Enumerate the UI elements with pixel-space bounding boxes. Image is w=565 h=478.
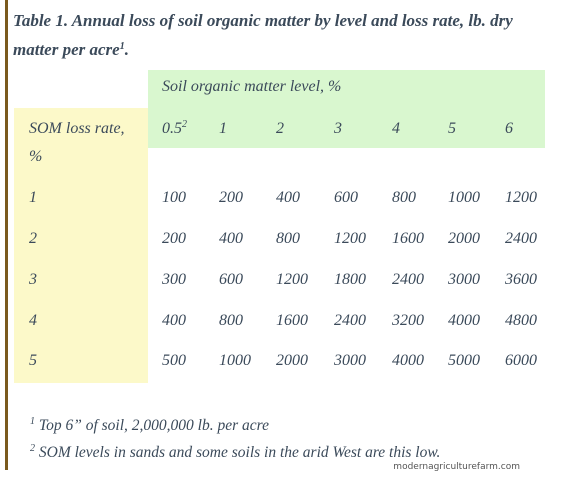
column-header-band [148, 70, 545, 148]
table-cell: 4000 [392, 352, 424, 369]
table-cell: 2400 [392, 271, 424, 288]
level-header-7: 6 [505, 120, 513, 137]
table-cell: 3000 [334, 352, 366, 369]
table-cell: 500 [162, 352, 186, 369]
row-label-1: 1 [29, 189, 37, 206]
level-header-6: 5 [448, 120, 456, 137]
level-header-4: 3 [334, 120, 342, 137]
table-cell: 1200 [505, 189, 537, 206]
table-cell: 4800 [505, 312, 537, 329]
table-cell: 5000 [448, 352, 480, 369]
table-cell: 6000 [505, 352, 537, 369]
table-cell: 4000 [448, 312, 480, 329]
row-label-4: 4 [29, 312, 37, 329]
row-header-band [14, 108, 148, 383]
table-cell: 800 [219, 312, 243, 329]
table-cell: 1600 [276, 312, 308, 329]
row-label-2: 2 [29, 230, 37, 247]
watermark: modernagriculturefarm.com [393, 462, 520, 472]
table-cell: 2000 [448, 230, 480, 247]
level-header-5: 4 [392, 120, 400, 137]
table-cell: 400 [276, 189, 300, 206]
group-header: Soil organic matter level, % [162, 78, 342, 95]
table-cell: 1000 [219, 352, 251, 369]
table-cell: 2400 [334, 312, 366, 329]
table-cell: 1800 [334, 271, 366, 288]
table-cell: 800 [392, 189, 416, 206]
table-title: Table 1. Annual loss of soil organic mat… [13, 11, 513, 59]
table-cell: 3000 [448, 271, 480, 288]
footnote-2: 2 SOM levels in sands and some soils in … [30, 443, 441, 462]
table-cell: 3200 [392, 312, 424, 329]
table-cell: 200 [219, 189, 243, 206]
level-header-2: 1 [219, 120, 227, 137]
table-cell: 1600 [392, 230, 424, 247]
table-cell: 300 [162, 271, 186, 288]
table-cell: 100 [162, 189, 186, 206]
table-cell: 3600 [505, 271, 537, 288]
table-cell: 600 [334, 189, 358, 206]
table-cell: 800 [276, 230, 300, 247]
table-cell: 400 [219, 230, 243, 247]
table-cell: 1200 [276, 271, 308, 288]
table-cell: 1200 [334, 230, 366, 247]
table-cell: 2000 [276, 352, 308, 369]
table-cell: 2400 [505, 230, 537, 247]
table-cell: 1000 [448, 189, 480, 206]
row-label-5: 5 [29, 352, 37, 369]
row-header-unit: % [29, 148, 43, 165]
row-label-3: 3 [29, 271, 37, 288]
row-header-label: SOM loss rate, [29, 120, 125, 137]
footnote-1: 1 Top 6” of soil, 2,000,000 lb. per acre [30, 416, 269, 435]
level-header-3: 2 [276, 120, 284, 137]
table-cell: 600 [219, 271, 243, 288]
table-cell: 400 [162, 312, 186, 329]
left-border-rule [5, 0, 8, 470]
level-header-1: 0.52 [162, 119, 187, 138]
table-cell: 200 [162, 230, 186, 247]
